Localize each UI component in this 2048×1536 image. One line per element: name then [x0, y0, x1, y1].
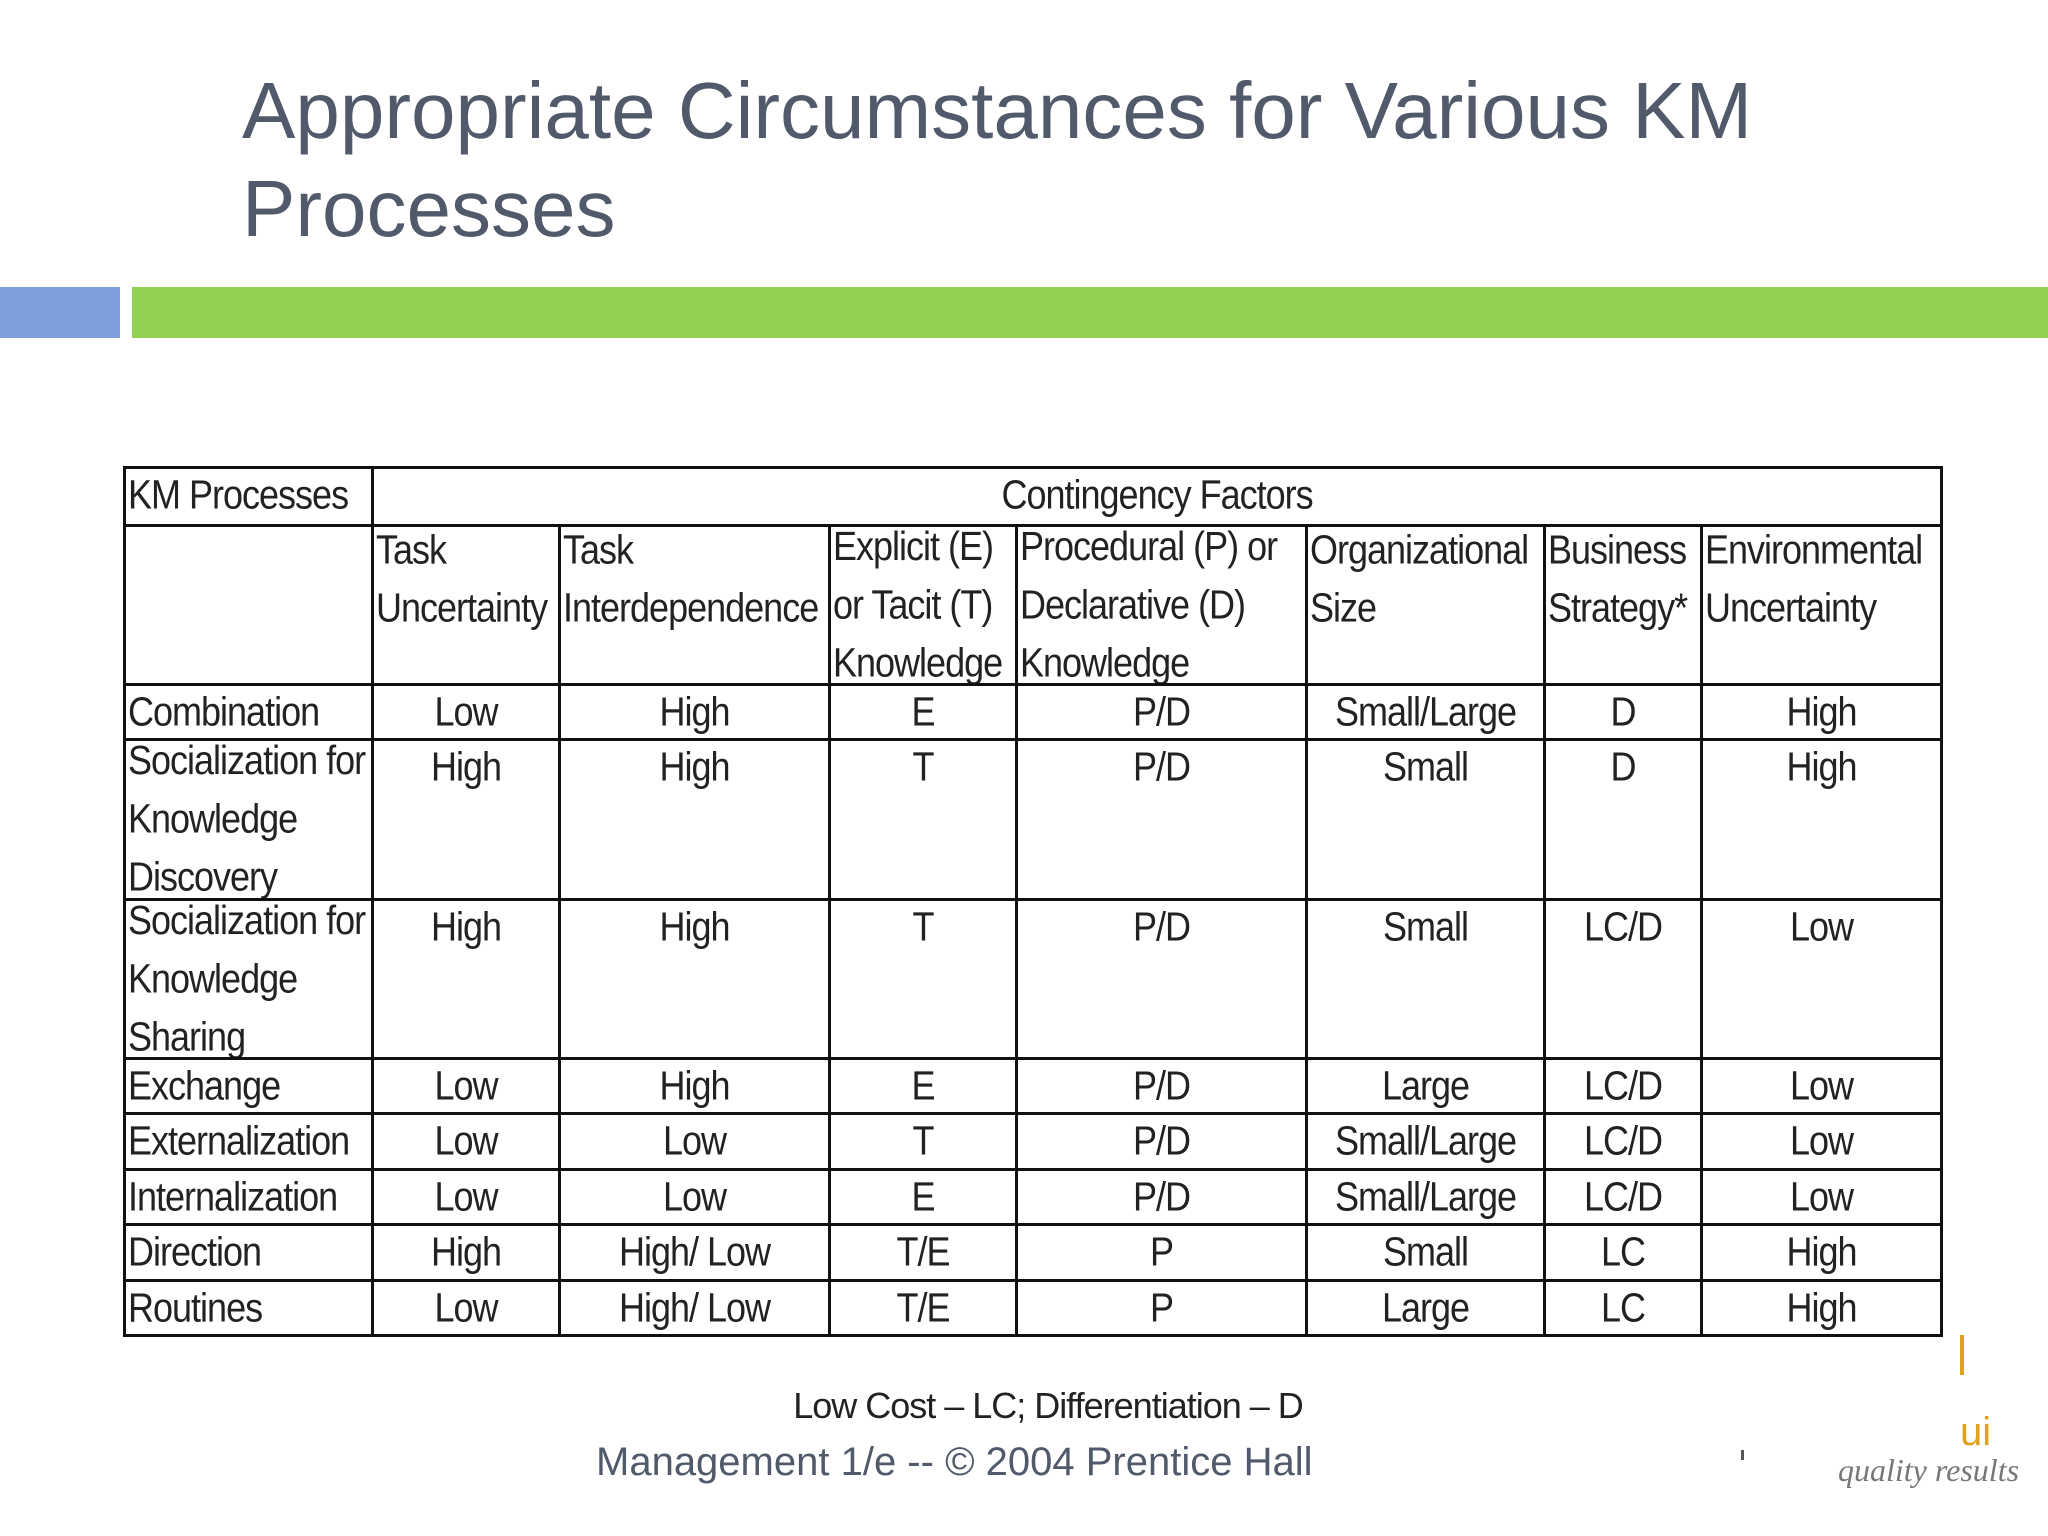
- accent-bar-blue: [0, 287, 120, 338]
- table-cell: T/E: [828, 1279, 1018, 1337]
- table-cell: High: [558, 1057, 831, 1115]
- table-cell: High: [371, 1223, 561, 1282]
- table-cell: Low: [371, 1279, 561, 1337]
- logo-bar: [1960, 1335, 1964, 1375]
- row-process-name: Exchange: [123, 1057, 374, 1115]
- table-cell: Small: [1305, 1223, 1546, 1282]
- footnote: Low Cost – LC; Differentiation – D: [793, 1385, 1304, 1426]
- table-cell: LC/D: [1543, 1057, 1703, 1115]
- table-cell: High: [1699, 1279, 1944, 1337]
- table-cell: Low: [558, 1168, 831, 1226]
- table-cell: P/D: [1015, 1168, 1308, 1226]
- km-contingency-table: KM Processes Contingency Factors Task Un…: [123, 466, 1944, 1337]
- table-cell: Low: [1699, 1168, 1944, 1226]
- table-cell: Small/Large: [1305, 683, 1546, 741]
- table-cell: Low: [1699, 1112, 1944, 1171]
- row-process-name: Internalization: [123, 1168, 374, 1226]
- footer-copyright: Management 1/e -- © 2004 Prentice Hall: [596, 1440, 1313, 1484]
- table-cell: High: [371, 898, 561, 1060]
- table-cell: Large: [1305, 1279, 1546, 1337]
- row-process-name: Socialization for Knowledge Discovery: [123, 738, 374, 901]
- table-row: Routines Low High/ Low T/E P Large LC High: [123, 1279, 1944, 1337]
- table-row: Socialization for Knowledge Sharing High H…: [123, 898, 1944, 1060]
- table-cell: High: [558, 898, 831, 1060]
- table-row: Socialization for Knowledge Discovery Hig…: [123, 738, 1944, 901]
- footer-tick-mark: [1741, 1450, 1744, 1460]
- table-cell: High: [558, 683, 831, 741]
- table-cell: D: [1543, 738, 1703, 901]
- table-cell: High: [1699, 738, 1944, 901]
- table-cell: T: [828, 738, 1018, 901]
- table-cell: Low: [1699, 898, 1944, 1060]
- table-cell: High/ Low: [558, 1223, 831, 1282]
- table-cell: LC: [1543, 1279, 1703, 1337]
- table-cell: Small: [1305, 738, 1546, 901]
- table-cell: Small/Large: [1305, 1112, 1546, 1171]
- table-cell: Low: [1699, 1057, 1944, 1115]
- table-cell: T: [828, 898, 1018, 1060]
- column-header: Task Uncertainty: [371, 524, 561, 686]
- logo-text: ui: [1960, 1410, 1992, 1454]
- group-header: Contingency Factors: [370, 466, 1944, 527]
- table-row: Externalization Low Low T P/D Small/Large LC/D…: [123, 1112, 1944, 1171]
- table-cell: P/D: [1015, 898, 1308, 1060]
- row-process-name: Routines: [123, 1279, 374, 1337]
- table-cell: Large: [1305, 1057, 1546, 1115]
- table-cell: P: [1015, 1279, 1308, 1337]
- table-cell: High: [1699, 1223, 1944, 1282]
- table-cell: Low: [371, 1168, 561, 1226]
- header-spacer: [123, 524, 374, 686]
- row-process-name: Socialization for Knowledge Sharing: [123, 898, 374, 1060]
- table-cell: T: [828, 1112, 1018, 1171]
- row-process-name: Combination: [123, 683, 374, 741]
- table-cell: LC/D: [1543, 1168, 1703, 1226]
- logo-tagline: quality results: [1838, 1452, 2020, 1488]
- table-cell: T/E: [828, 1223, 1018, 1282]
- table-cell: High: [558, 738, 831, 901]
- table-cell: Small: [1305, 898, 1546, 1060]
- table-cell: High: [1699, 683, 1944, 741]
- table-cell: P: [1015, 1223, 1308, 1282]
- table-row: Direction High High/ Low T/E P Small LC High: [123, 1223, 1944, 1282]
- table-cell: E: [828, 1168, 1018, 1226]
- table-cell: High/ Low: [558, 1279, 831, 1337]
- table-cell: P/D: [1015, 1057, 1308, 1115]
- table-row: Internalization Low Low E P/D Small/Large LC/D…: [123, 1168, 1944, 1226]
- table-cell: Low: [371, 683, 561, 741]
- column-header: Procedural (P) or Declarative (D) Knowle…: [1015, 524, 1308, 686]
- table-cell: Low: [371, 1112, 561, 1171]
- row-process-name: Direction: [123, 1223, 374, 1282]
- table-cell: E: [828, 683, 1018, 741]
- accent-bar-green: [132, 287, 2048, 338]
- table-row: Exchange Low High E P/D Large LC/D Low: [123, 1057, 1944, 1115]
- column-header: Task Interdependence: [558, 524, 831, 686]
- table-cell: P/D: [1015, 683, 1308, 741]
- table-cell: Small/Large: [1305, 1168, 1546, 1226]
- table-cell: LC/D: [1543, 898, 1703, 1060]
- column-header: Organizational Size: [1305, 524, 1546, 686]
- table-row: Combination Low High E P/D Small/Large D High: [123, 683, 1944, 741]
- corner-header: KM Processes: [123, 466, 374, 527]
- table-cell: E: [828, 1057, 1018, 1115]
- table-cell: D: [1543, 683, 1703, 741]
- slide-title: Appropriate Circumstances for Various KM…: [242, 66, 1753, 253]
- table-cell: LC/D: [1543, 1112, 1703, 1171]
- column-header: Environmental Uncertainty: [1699, 524, 1944, 686]
- row-process-name: Externalization: [123, 1112, 374, 1171]
- column-header: Explicit (E) or Tacit (T) Knowledge: [828, 524, 1018, 686]
- table-cell: P/D: [1015, 738, 1308, 901]
- table-cell: Low: [371, 1057, 561, 1115]
- table-cell: LC: [1543, 1223, 1703, 1282]
- table-cell: P/D: [1015, 1112, 1308, 1171]
- table-cell: High: [371, 738, 561, 901]
- table-cell: Low: [558, 1112, 831, 1171]
- column-header: Business Strategy*: [1543, 524, 1703, 686]
